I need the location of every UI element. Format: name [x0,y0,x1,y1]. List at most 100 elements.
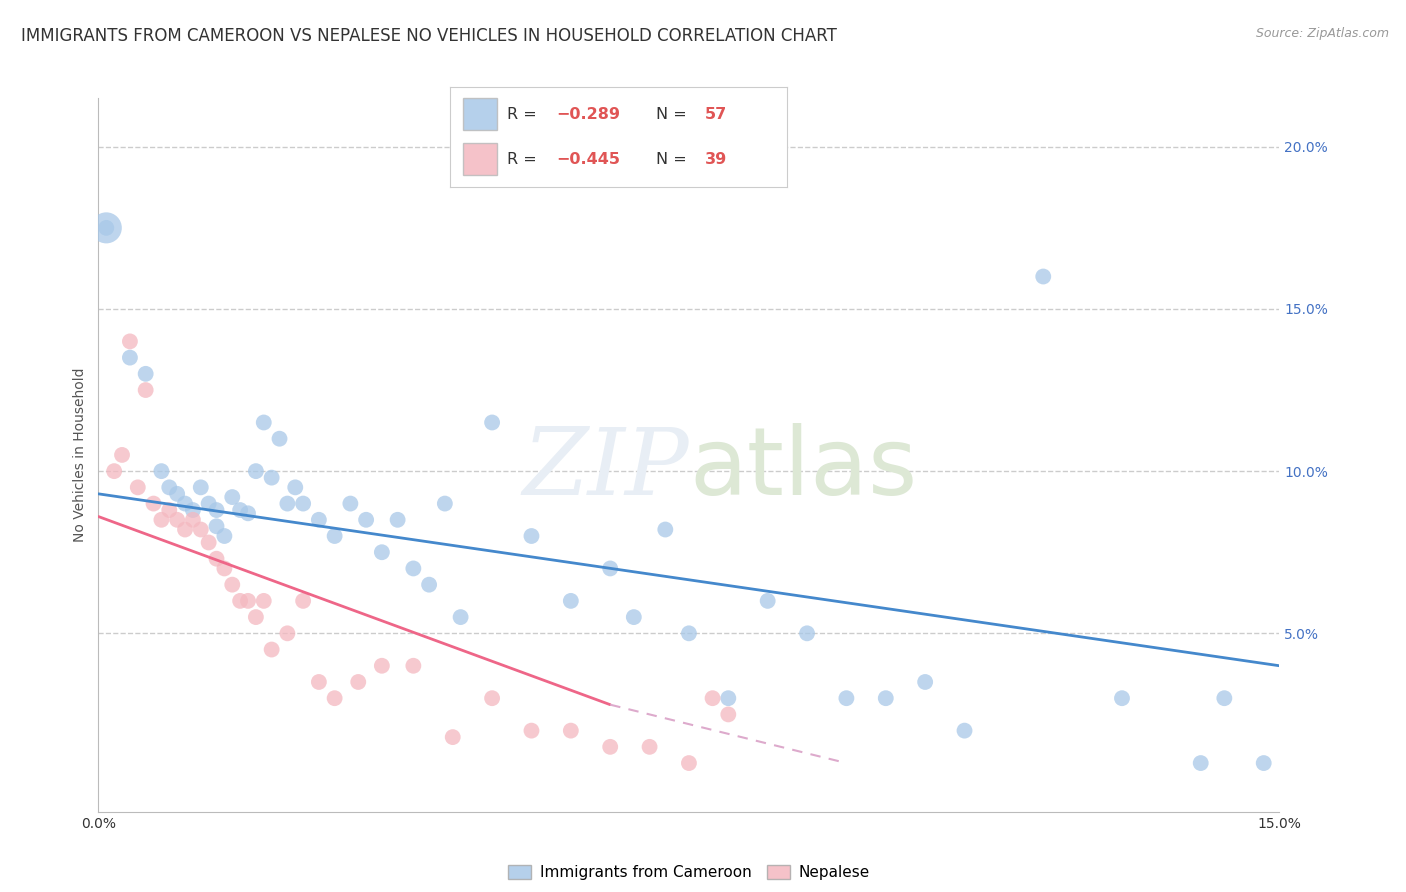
Point [135,383,157,397]
Point [221,490,243,504]
Point [914,675,936,690]
Point [135,367,157,381]
Point [560,594,582,608]
Point [875,691,897,706]
Text: atlas: atlas [689,423,917,516]
Y-axis label: No Vehicles in Household: No Vehicles in Household [73,368,87,542]
Point [127,480,149,494]
Text: N =: N = [655,153,692,168]
Point [292,594,315,608]
Point [520,723,543,738]
Point [560,723,582,738]
Point [599,739,621,754]
Text: IMMIGRANTS FROM CAMEROON VS NEPALESE NO VEHICLES IN HOUSEHOLD CORRELATION CHART: IMMIGRANTS FROM CAMEROON VS NEPALESE NO … [21,27,837,45]
Point [197,535,219,549]
Point [292,497,315,511]
Point [1253,756,1275,770]
Point [402,658,425,673]
Point [142,497,165,511]
Point [205,503,228,517]
Point [1213,691,1236,706]
Point [118,334,141,349]
Point [260,470,283,484]
Point [236,506,259,520]
Point [253,416,276,430]
Point [214,561,236,575]
Point [371,658,394,673]
Text: Source: ZipAtlas.com: Source: ZipAtlas.com [1256,27,1389,40]
Point [245,610,267,624]
Text: −0.445: −0.445 [557,153,620,168]
Point [339,497,361,511]
Point [284,480,307,494]
Point [402,561,425,575]
Point [103,464,125,478]
Point [197,497,219,511]
Text: −0.289: −0.289 [557,107,620,122]
Point [308,675,330,690]
Point [166,487,188,501]
Point [717,691,740,706]
Point [418,577,440,591]
Text: 39: 39 [704,153,727,168]
Point [433,497,456,511]
Point [190,523,212,537]
Point [953,723,976,738]
Text: 57: 57 [704,107,727,122]
Point [835,691,858,706]
Point [654,523,676,537]
Point [236,594,259,608]
Point [174,497,197,511]
Text: N =: N = [655,107,692,122]
Text: R =: R = [508,153,543,168]
Point [520,529,543,543]
Text: R =: R = [508,107,543,122]
Point [229,594,252,608]
Point [96,220,118,235]
Point [157,503,180,517]
Point [323,529,346,543]
Point [678,626,700,640]
Point [702,691,724,706]
Point [441,730,464,744]
Point [481,691,503,706]
Point [181,513,204,527]
Point [190,480,212,494]
Text: ZIP: ZIP [522,425,689,514]
Point [796,626,818,640]
Point [253,594,276,608]
Point [481,416,503,430]
Legend: Immigrants from Cameroon, Nepalese: Immigrants from Cameroon, Nepalese [502,859,876,886]
Point [371,545,394,559]
FancyBboxPatch shape [464,144,498,176]
Point [599,561,621,575]
Point [354,513,377,527]
Point [323,691,346,706]
Point [387,513,409,527]
Point [638,739,661,754]
Point [157,480,180,494]
Point [1189,756,1212,770]
Point [717,707,740,722]
Point [205,519,228,533]
Point [96,220,118,235]
Point [150,513,173,527]
Point [269,432,291,446]
Point [205,551,228,566]
Point [450,610,472,624]
Point [276,626,298,640]
Point [678,756,700,770]
Point [756,594,779,608]
Point [166,513,188,527]
Point [276,497,298,511]
Point [229,503,252,517]
Point [260,642,283,657]
Point [347,675,370,690]
Point [111,448,134,462]
Point [245,464,267,478]
Point [1111,691,1133,706]
Point [221,577,243,591]
Point [1032,269,1054,284]
Point [174,523,197,537]
Point [214,529,236,543]
